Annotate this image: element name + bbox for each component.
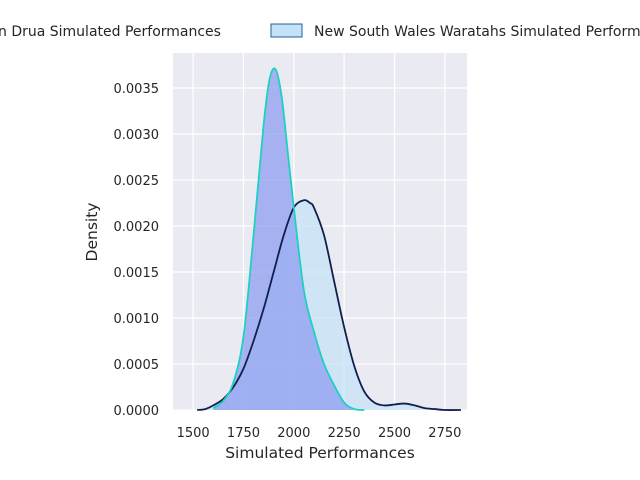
y-tick-label: 0.0010 (114, 312, 160, 327)
y-axis-label: Density (83, 203, 101, 262)
density-area-drua (213, 68, 365, 410)
x-tick-label: 2000 (277, 426, 310, 441)
y-tick-label: 0.0025 (114, 174, 160, 189)
x-tick-label: 2250 (328, 426, 361, 441)
y-tick-label: 0.0035 (114, 82, 160, 97)
x-axis-label: Simulated Performances (225, 444, 415, 462)
x-tick-label: 1750 (227, 426, 260, 441)
y-tick-label: 0.0015 (114, 266, 160, 281)
series-layer (197, 67, 461, 411)
x-axis-ticks: 1500 1750 2000 2250 2500 2750 (177, 426, 462, 441)
x-tick-label: 2500 (378, 426, 411, 441)
density-line-drua (212, 67, 365, 411)
density-line-waratahs (197, 199, 461, 411)
y-tick-label: 0.0005 (114, 358, 160, 373)
x-tick-label: 1500 (177, 426, 210, 441)
legend-label-drua: n Drua Simulated Performances (0, 24, 221, 40)
legend-label-waratahs: New South Wales Waratahs Simulated Perfo… (314, 24, 640, 40)
y-tick-label: 0.0020 (114, 220, 160, 235)
y-tick-label: 0.0000 (114, 404, 160, 419)
x-tick-label: 2750 (428, 426, 461, 441)
y-axis-ticks: 0.0000 0.0005 0.0010 0.0015 0.0020 0.0025 0.00… (114, 82, 160, 419)
legend-swatch-waratahs (270, 23, 303, 38)
legend: n Drua Simulated Performances New South … (0, 23, 640, 40)
y-tick-label: 0.0030 (114, 128, 160, 143)
